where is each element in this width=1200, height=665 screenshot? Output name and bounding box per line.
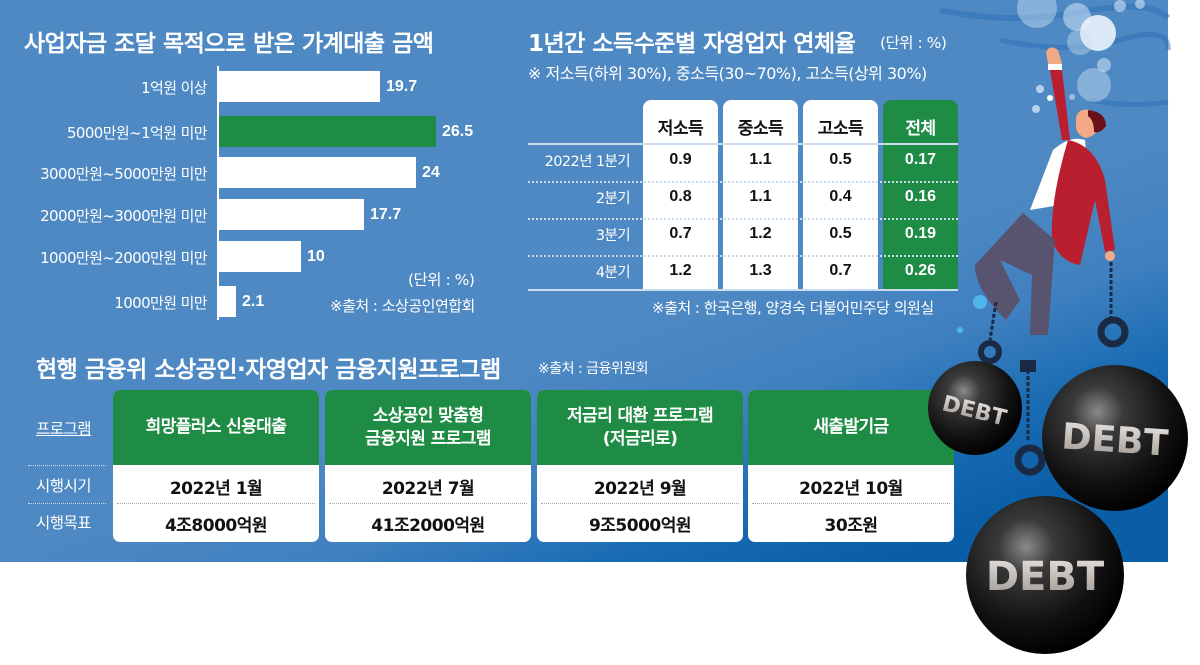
row-divider <box>28 503 106 504</box>
bar-label: 1억원 이상 <box>141 79 208 97</box>
bar-label: 1000만원~2000만원 미만 <box>40 249 207 267</box>
right-margin <box>1168 0 1200 562</box>
program-card: 새출발기금 2022년 10월 30조원 <box>748 390 954 542</box>
program-name: 희망플러스 신용대출 <box>113 390 319 465</box>
row-divider <box>28 465 106 466</box>
program-date: 2022년 1월 <box>169 479 263 499</box>
table-cell: 0.17 <box>904 151 937 168</box>
program-name: 소상공인 맞춤형 금융지원 프로그램 <box>325 390 531 465</box>
program-date: 2022년 7월 <box>381 479 475 499</box>
program-card: 소상공인 맞춤형 금융지원 프로그램 2022년 7월 41조2000억원 <box>325 390 531 542</box>
bar <box>219 157 416 188</box>
column-header: 전체 <box>905 119 936 139</box>
income-column <box>723 100 798 290</box>
row-header-date: 시행시기 <box>36 477 92 495</box>
bar-value: 17.7 <box>370 206 402 223</box>
row-header-program: 프로그램 <box>36 420 92 438</box>
bar <box>219 71 380 102</box>
bar <box>219 286 236 317</box>
row-divider <box>528 255 958 257</box>
bar-label: 3000만원~5000만원 미만 <box>40 165 207 183</box>
program-card: 저금리 대환 프로그램 (저금리로) 2022년 9월 9조5000억원 <box>537 390 743 542</box>
bar <box>219 241 301 272</box>
bar <box>219 199 364 230</box>
table-cell: 0.5 <box>829 151 852 168</box>
table-cell: 0.16 <box>904 188 937 205</box>
table-cell: 1.2 <box>669 262 692 279</box>
bar-value: 24 <box>422 164 440 181</box>
row-header-goal: 시행목표 <box>36 514 92 532</box>
table-bottom-rule <box>528 289 958 291</box>
row-divider <box>752 503 950 504</box>
column-header: 중소득 <box>737 119 784 139</box>
bar <box>219 116 436 147</box>
bar-label: 5000만원~1억원 미만 <box>66 124 208 142</box>
programs-title: 현행 금융위 소상공인·자영업자 금융지원프로그램 <box>36 357 501 383</box>
row-divider <box>117 503 315 504</box>
program-goal: 4조8000억원 <box>164 516 268 536</box>
delinquency-note: ※ 저소득(하위 30%), 중소득(30~70%), 고소득(상위 30%) <box>528 64 927 83</box>
table-cell: 0.8 <box>669 188 692 205</box>
table-cell: 1.1 <box>749 151 772 168</box>
table-cell: 0.7 <box>669 225 692 242</box>
bar-label: 1000만원 미만 <box>114 294 207 312</box>
program-date: 2022년 10월 <box>799 479 903 499</box>
program-name: 저금리 대환 프로그램 (저금리로) <box>537 390 743 465</box>
row-divider <box>329 503 527 504</box>
row-divider <box>541 503 739 504</box>
programs-source: ※출처 : 금융위원회 <box>538 361 649 377</box>
row-divider <box>528 218 958 220</box>
row-label: 4분기 <box>595 265 631 281</box>
table-cell: 1.3 <box>749 262 772 279</box>
delinquency-source: ※출처 : 한국은행, 양경숙 더불어민주당 의원실 <box>652 299 934 317</box>
column-header: 고소득 <box>817 119 864 139</box>
table-cell: 0.4 <box>829 188 852 205</box>
loan-chart-axis <box>217 66 219 320</box>
loan-chart-unit: (단위 : %) <box>408 271 475 289</box>
delinquency-unit: (단위 : %) <box>880 34 947 52</box>
total-column <box>883 100 958 290</box>
table-cell: 0.19 <box>904 225 937 242</box>
row-label: 3분기 <box>595 228 631 244</box>
table-cell: 0.26 <box>904 262 937 279</box>
program-date: 2022년 9월 <box>593 479 687 499</box>
table-cell: 1.1 <box>749 188 772 205</box>
table-cell: 1.2 <box>749 225 772 242</box>
table-cell: 0.9 <box>669 151 692 168</box>
bar-value: 26.5 <box>442 123 474 140</box>
table-header-rule <box>528 143 958 145</box>
loan-chart-title: 사업자금 조달 목적으로 받은 가계대출 금액 <box>24 31 434 57</box>
row-label: 2022년 1분기 <box>544 154 631 170</box>
table-cell: 0.5 <box>829 225 852 242</box>
bar-label: 2000만원~3000만원 미만 <box>40 207 207 225</box>
bar-value: 2.1 <box>242 293 265 310</box>
income-column <box>803 100 878 290</box>
income-column <box>643 100 718 290</box>
program-name: 새출발기금 <box>748 390 954 465</box>
row-divider <box>528 181 958 183</box>
program-goal: 30조원 <box>824 516 878 536</box>
table-cell: 0.7 <box>829 262 852 279</box>
bar-value: 19.7 <box>386 78 418 95</box>
program-goal: 9조5000억원 <box>588 516 692 536</box>
loan-chart-source: ※출처 : 소상공인연합회 <box>330 297 475 315</box>
program-card: 희망플러스 신용대출 2022년 1월 4조8000억원 <box>113 390 319 542</box>
bar-value: 10 <box>307 248 325 265</box>
row-label: 2분기 <box>595 191 631 207</box>
delinquency-title: 1년간 소득수준별 자영업자 연체율 <box>528 31 856 57</box>
column-header: 저소득 <box>657 119 704 139</box>
program-goal: 41조2000억원 <box>371 516 485 536</box>
